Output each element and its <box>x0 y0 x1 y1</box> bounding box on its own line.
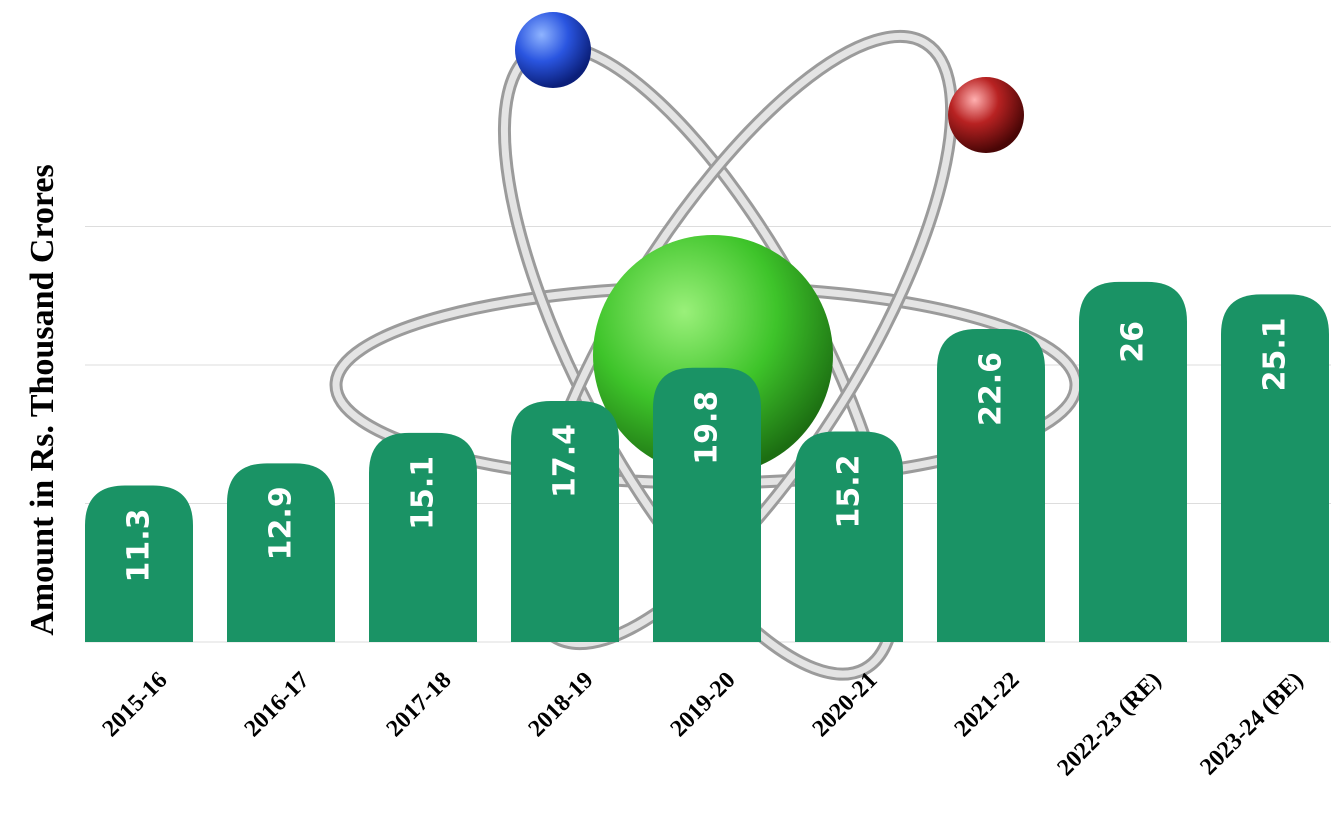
electron-blue-sphere <box>515 12 591 88</box>
x-tick-label: 2017-18 <box>382 667 457 742</box>
bar <box>937 328 1045 642</box>
bar <box>653 367 761 642</box>
bar-value-labels: 11.3 12.9 15.1 17.4 19.8 15.2 22.6 26 25.1 <box>122 317 1293 582</box>
x-tick-label: 2021-22 <box>950 667 1025 742</box>
electron-red-sphere <box>948 77 1024 153</box>
bar <box>1221 294 1329 642</box>
bar <box>511 401 619 642</box>
bar-value-label: 19.8 <box>690 391 725 465</box>
bar <box>795 431 903 642</box>
bar-value-label: 17.4 <box>548 424 583 498</box>
x-tick-label: 2016-17 <box>240 667 315 742</box>
bar-value-label: 22.6 <box>974 352 1009 426</box>
bar <box>227 463 335 642</box>
bar-value-label: 11.3 <box>122 508 157 582</box>
x-tick-label: 2015-16 <box>98 667 173 742</box>
bar-value-label: 12.9 <box>264 486 299 560</box>
bar-value-label: 15.2 <box>832 454 867 528</box>
x-tick-label: 2019-20 <box>666 667 741 742</box>
x-tick-label: 2022-23 (RE) <box>1052 667 1166 781</box>
bar-value-label: 25.1 <box>1258 317 1293 391</box>
x-tick-label: 2018-19 <box>524 667 599 742</box>
bar <box>369 432 477 642</box>
bars <box>85 281 1329 642</box>
x-tick-label: 2023-24 (BE) <box>1195 667 1308 780</box>
y-axis-label: Amount in Rs. Thousand Crores <box>24 164 61 635</box>
bar <box>85 485 193 642</box>
bar-value-label: 15.1 <box>406 456 441 530</box>
bar <box>1079 281 1187 642</box>
x-axis-tick-labels: 2015-16 2016-17 2017-18 2018-19 2019-20 2020-… <box>98 667 1309 781</box>
bar-value-label: 26 <box>1116 321 1151 363</box>
